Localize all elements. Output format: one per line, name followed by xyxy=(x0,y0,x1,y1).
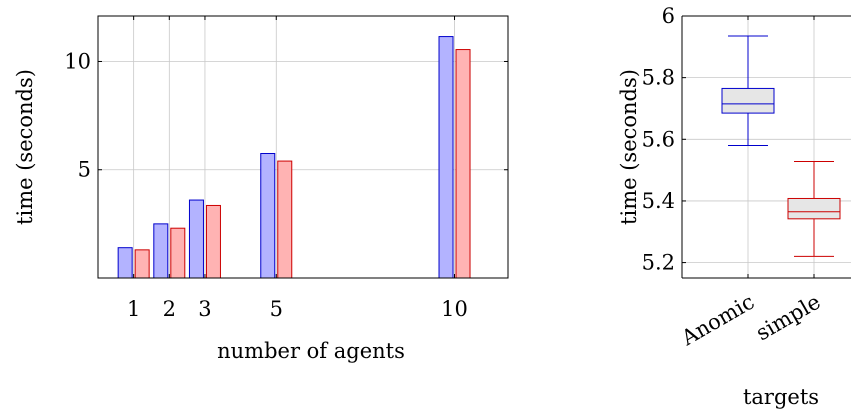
x-tick-label: 3 xyxy=(198,297,211,321)
x-tick-label: 5 xyxy=(270,297,283,321)
box-anomic xyxy=(721,87,775,114)
y-tick-label: 5.6 xyxy=(642,127,675,151)
y-tick-label: 5.4 xyxy=(642,189,675,213)
bar-series2-10 xyxy=(455,49,471,279)
y-tick-label: 5.2 xyxy=(642,251,675,275)
y-axis-label: time (seconds) xyxy=(13,69,37,225)
bar-series1-2 xyxy=(153,223,169,279)
bar-series2-1 xyxy=(134,249,150,279)
bar-series2-5 xyxy=(277,160,293,279)
bar-series1-3 xyxy=(188,199,204,279)
x-tick-label: 2 xyxy=(163,297,176,321)
y-tick-label: 5 xyxy=(78,158,91,182)
x-tick-label-simple: simple xyxy=(752,290,825,346)
bar-series2-3 xyxy=(205,204,221,279)
y-axis-label: time (seconds) xyxy=(617,69,641,225)
y-tick-label: 10 xyxy=(64,49,91,73)
x-tick-label: 1 xyxy=(127,297,140,321)
y-tick-label: 6 xyxy=(662,4,675,28)
box-simple xyxy=(787,197,841,220)
bar-series1-1 xyxy=(117,247,133,279)
bar-series1-10 xyxy=(438,36,454,279)
bar-chart-agents: 1 2 3 5 10 5 10 number of agents time (seconds) xyxy=(13,15,509,363)
bar-series1-5 xyxy=(260,152,276,279)
y-tick-label: 5.8 xyxy=(642,66,675,90)
x-tick-label: 10 xyxy=(441,297,468,321)
x-axis-label: targets xyxy=(743,385,819,409)
bar-series2-2 xyxy=(170,227,186,279)
x-axis-label: number of agents xyxy=(217,339,405,363)
x-tick-label-anomic: Anomic xyxy=(677,290,759,351)
plot-frame xyxy=(97,15,509,279)
